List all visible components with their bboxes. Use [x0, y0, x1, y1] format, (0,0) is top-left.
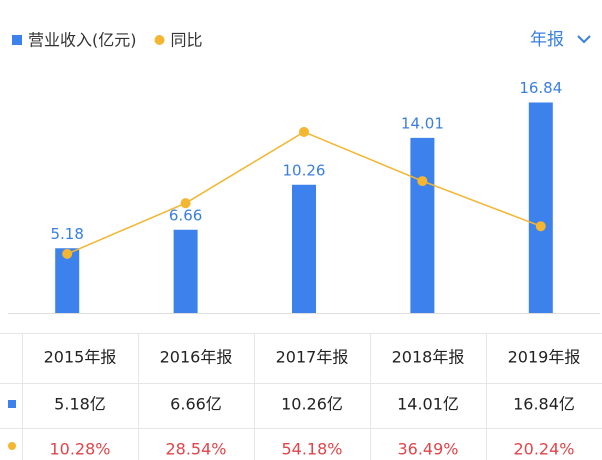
table-cell: 5.18亿 [54, 395, 106, 414]
table-header: 2018年报 [392, 348, 465, 367]
table-cell: 6.66亿 [170, 395, 222, 414]
legend-label: 同比 [171, 31, 203, 50]
chevron[interactable] [577, 35, 591, 44]
table-cell: 16.84亿 [513, 395, 575, 414]
table-header: 2019年报 [508, 348, 581, 367]
line-point [62, 248, 73, 259]
bar [528, 102, 553, 313]
line-point [299, 126, 309, 137]
table-cell: 20.24% [513, 440, 574, 459]
bar [410, 137, 435, 313]
bar [173, 229, 198, 313]
table-cell: 14.01亿 [397, 395, 459, 414]
table-cell: 10.26亿 [281, 395, 343, 414]
line-point [535, 221, 546, 232]
value-label: 6.66 [169, 206, 202, 224]
bar [55, 248, 80, 313]
value-label: 14.01 [401, 114, 444, 132]
line-point [417, 176, 428, 187]
legend-label: 营业收入(亿元) [28, 31, 137, 50]
table-cell: 28.54% [165, 440, 226, 459]
table-cell: 54.18% [281, 440, 342, 459]
value-label: 10.26 [283, 161, 326, 179]
legend-marker [154, 35, 165, 45]
table-header: 2015年报 [44, 348, 117, 367]
table-cell: 10.28% [49, 440, 110, 459]
value-label: 5.18 [50, 225, 83, 243]
period-selector[interactable]: 年报 [530, 30, 591, 50]
value-label: 16.84 [519, 79, 562, 97]
row-icon [8, 442, 16, 450]
row-icon [8, 400, 16, 408]
period-label[interactable]: 年报 [530, 30, 564, 50]
table-header: 2016年报 [160, 348, 233, 367]
legend-marker [12, 35, 22, 45]
table-cell: 36.49% [397, 440, 458, 459]
bar [292, 184, 316, 313]
table-header: 2017年报 [276, 348, 349, 367]
line-point [180, 198, 191, 209]
